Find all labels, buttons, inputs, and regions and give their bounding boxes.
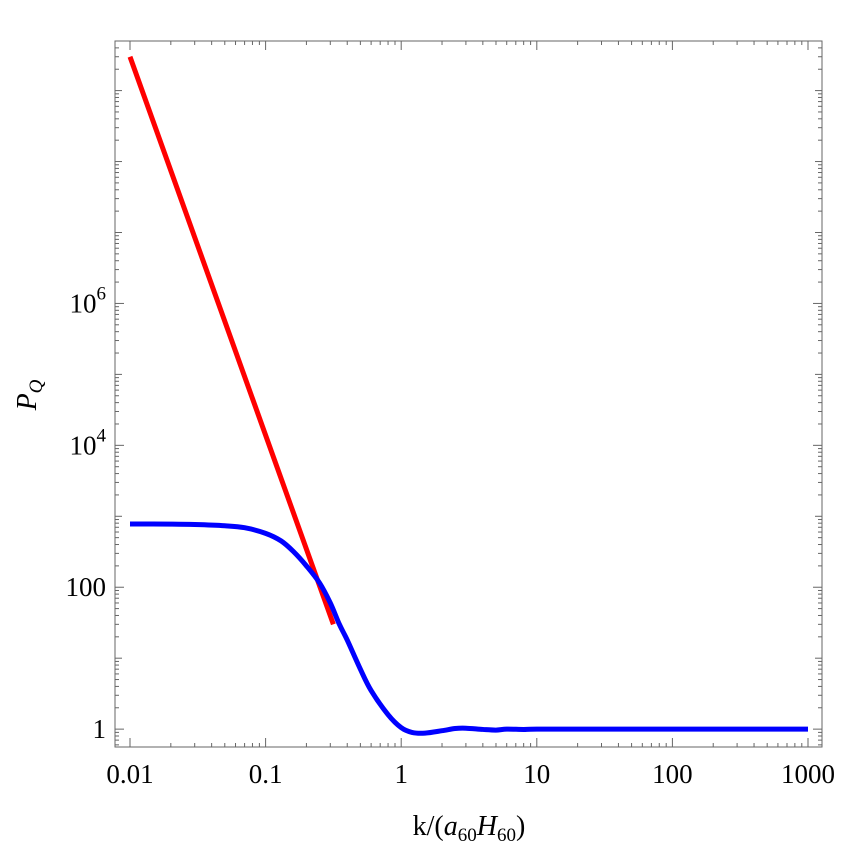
x-tick-label: 0.01	[106, 759, 153, 789]
series-line-2	[129, 521, 808, 736]
y-tick-label: 100	[66, 572, 107, 602]
y-tick-label: 106	[70, 283, 107, 318]
major-ticks	[115, 41, 822, 747]
x-tick-label: 1000	[781, 759, 835, 789]
x-axis-label: k/(a60H60)	[413, 811, 526, 841]
x-tick-labels: 0.01 0.1 1 10 100 1000	[106, 759, 835, 789]
y-tick-labels: 1 100 104 106	[66, 283, 107, 744]
x-tick-label: 10	[523, 759, 550, 789]
x-tick-label: 100	[652, 759, 693, 789]
minor-ticks	[115, 40, 822, 747]
y-axis-label: PQ	[12, 379, 47, 411]
x-tick-label: 0.1	[249, 759, 283, 789]
y-tick-label: 104	[70, 425, 107, 460]
plot-frame	[114, 40, 823, 748]
x-tick-label: 1	[394, 759, 408, 789]
series-layer	[127, 55, 808, 736]
y-tick-label: 1	[93, 714, 107, 744]
series-line-1	[127, 55, 336, 626]
